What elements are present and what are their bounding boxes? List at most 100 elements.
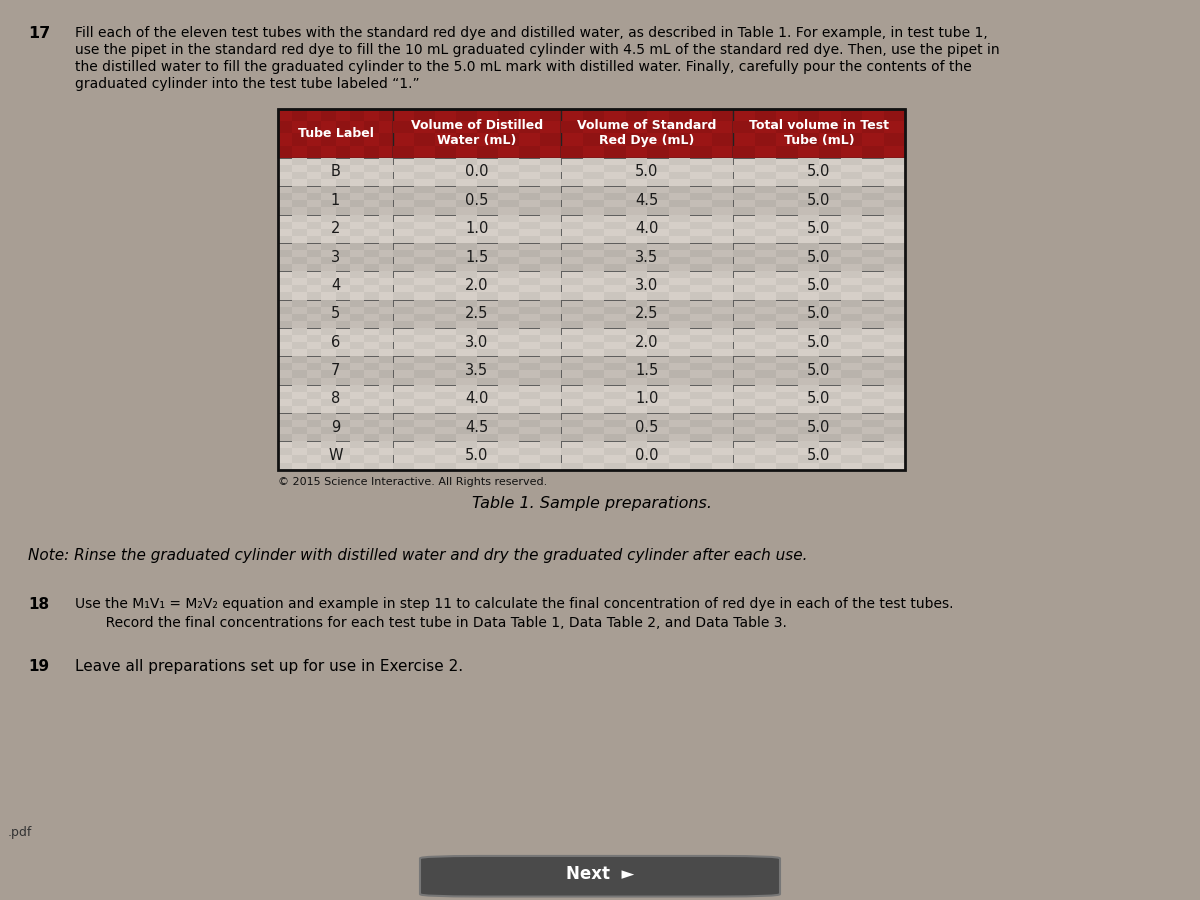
Bar bbox=[520, 146, 540, 158]
Bar bbox=[336, 194, 350, 201]
Bar bbox=[647, 121, 668, 133]
Text: 1: 1 bbox=[331, 193, 340, 208]
Bar bbox=[647, 364, 668, 371]
Bar bbox=[436, 207, 456, 214]
Bar bbox=[540, 229, 562, 236]
Bar bbox=[668, 342, 690, 349]
Bar bbox=[414, 243, 436, 250]
Bar bbox=[776, 434, 798, 441]
Bar bbox=[668, 371, 690, 377]
Bar bbox=[414, 300, 436, 307]
Bar bbox=[755, 314, 776, 320]
Bar bbox=[456, 229, 478, 236]
Bar bbox=[733, 335, 755, 342]
Bar bbox=[414, 441, 436, 448]
Bar bbox=[668, 201, 690, 207]
Bar bbox=[755, 109, 776, 121]
Bar bbox=[456, 133, 478, 146]
Bar bbox=[668, 257, 690, 264]
Bar bbox=[414, 413, 436, 420]
Bar bbox=[862, 364, 883, 371]
Bar bbox=[540, 109, 562, 121]
Bar bbox=[278, 349, 293, 356]
Text: Record the final concentrations for each test tube in Data Table 1, Data Table 2: Record the final concentrations for each… bbox=[74, 616, 787, 630]
Bar bbox=[668, 428, 690, 434]
Bar bbox=[436, 179, 456, 186]
Bar bbox=[712, 257, 733, 264]
Bar bbox=[365, 364, 379, 371]
Bar bbox=[365, 264, 379, 271]
Bar bbox=[668, 243, 690, 250]
Bar bbox=[647, 307, 668, 314]
Bar bbox=[755, 229, 776, 236]
Text: Volume of Distilled
Water (mL): Volume of Distilled Water (mL) bbox=[410, 119, 544, 148]
Bar bbox=[478, 146, 498, 158]
Bar bbox=[755, 172, 776, 179]
Bar bbox=[293, 158, 307, 165]
Bar bbox=[350, 428, 365, 434]
Bar bbox=[350, 413, 365, 420]
Bar bbox=[818, 292, 840, 300]
Bar bbox=[755, 342, 776, 349]
Bar bbox=[755, 158, 776, 165]
Bar bbox=[690, 392, 712, 399]
Bar bbox=[862, 448, 883, 455]
Bar bbox=[862, 121, 883, 133]
Bar bbox=[604, 121, 625, 133]
Text: use the pipet in the standard red dye to fill the 10 mL graduated cylinder with : use the pipet in the standard red dye to… bbox=[74, 43, 1000, 58]
Bar bbox=[776, 377, 798, 384]
Bar bbox=[625, 428, 647, 434]
Bar bbox=[478, 320, 498, 328]
Bar bbox=[436, 320, 456, 328]
Bar bbox=[733, 413, 905, 441]
Bar bbox=[498, 356, 520, 364]
Bar bbox=[307, 146, 322, 158]
Bar bbox=[883, 399, 905, 406]
Bar bbox=[798, 285, 818, 292]
Bar bbox=[625, 243, 647, 250]
Bar bbox=[307, 250, 322, 257]
Bar bbox=[540, 399, 562, 406]
Bar bbox=[293, 428, 307, 434]
Bar bbox=[755, 214, 776, 221]
Bar bbox=[582, 300, 604, 307]
Text: 7: 7 bbox=[331, 363, 340, 378]
Bar bbox=[540, 455, 562, 463]
Bar bbox=[379, 158, 394, 165]
Bar bbox=[478, 307, 498, 314]
Bar bbox=[379, 214, 394, 221]
Bar bbox=[293, 384, 307, 392]
Bar bbox=[293, 441, 307, 448]
Bar bbox=[562, 441, 733, 470]
Text: 0.0: 0.0 bbox=[466, 165, 488, 179]
Bar bbox=[883, 133, 905, 146]
Bar bbox=[840, 271, 862, 278]
Bar bbox=[322, 133, 336, 146]
Bar bbox=[582, 172, 604, 179]
Text: 5.0: 5.0 bbox=[808, 249, 830, 265]
Bar bbox=[278, 207, 293, 214]
Bar bbox=[307, 307, 322, 314]
Bar bbox=[668, 384, 690, 392]
Bar bbox=[818, 146, 840, 158]
Bar bbox=[582, 109, 604, 121]
Bar bbox=[733, 420, 755, 427]
Bar bbox=[414, 285, 436, 292]
Bar bbox=[690, 264, 712, 271]
Bar bbox=[350, 271, 365, 278]
Bar bbox=[562, 364, 582, 371]
Bar bbox=[436, 121, 456, 133]
Bar bbox=[540, 243, 562, 250]
Text: 0.0: 0.0 bbox=[635, 448, 659, 463]
Bar bbox=[733, 186, 905, 214]
Bar bbox=[394, 364, 414, 371]
Bar bbox=[862, 307, 883, 314]
Bar bbox=[562, 320, 582, 328]
Bar bbox=[322, 371, 336, 377]
Bar bbox=[818, 250, 840, 257]
Bar bbox=[840, 172, 862, 179]
Bar bbox=[365, 278, 379, 285]
Bar bbox=[562, 271, 733, 300]
Text: 2.0: 2.0 bbox=[635, 335, 659, 349]
Bar bbox=[668, 172, 690, 179]
